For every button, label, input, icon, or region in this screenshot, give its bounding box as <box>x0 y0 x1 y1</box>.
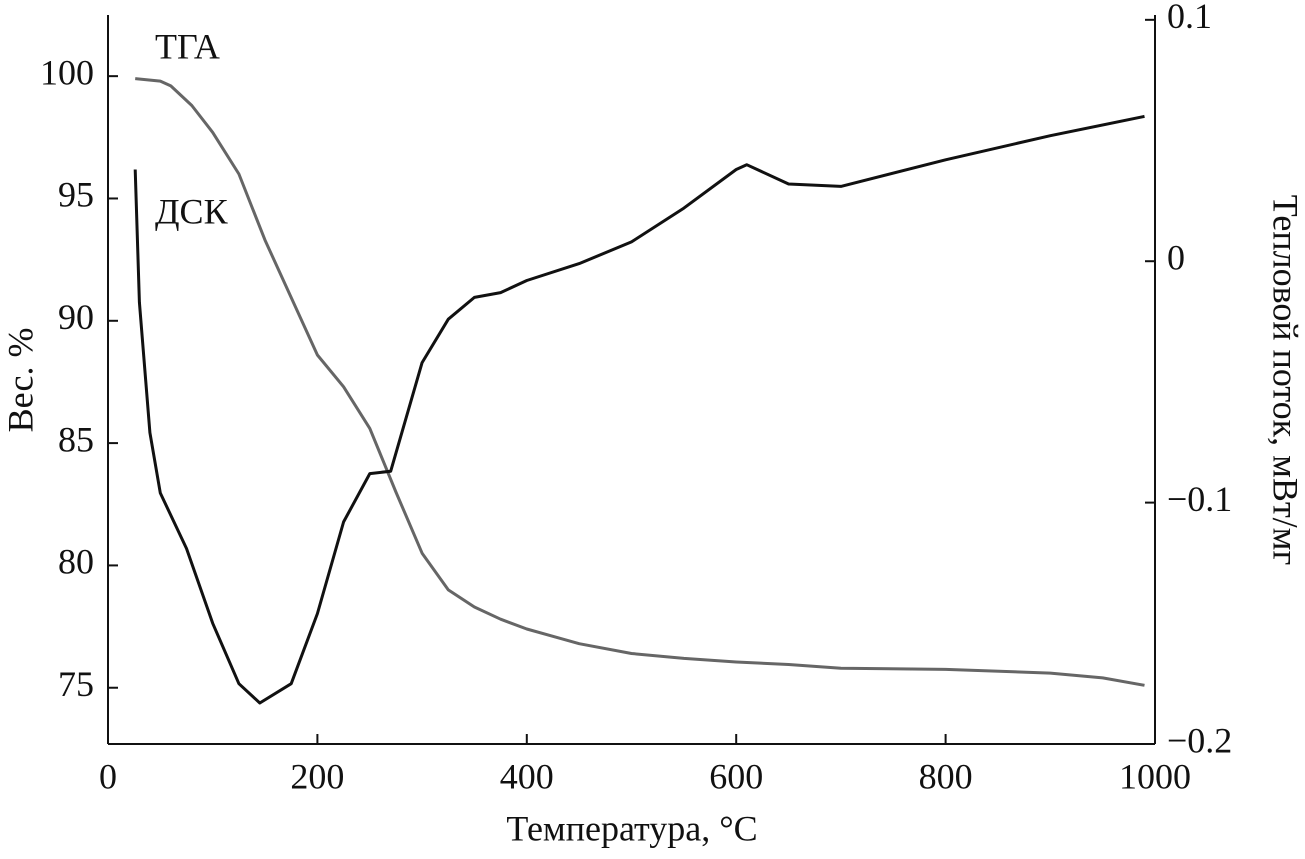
y-tick-label: 95 <box>58 175 94 215</box>
y-tick-label: 75 <box>58 664 94 704</box>
y2-tick-label: −0.1 <box>1167 479 1232 519</box>
y-tick-label: 90 <box>58 297 94 337</box>
x-tick-label: 600 <box>709 756 763 796</box>
data-line <box>133 114 1145 705</box>
x-tick-label: 800 <box>919 756 973 796</box>
x-tick-label: 1000 <box>1119 756 1191 796</box>
series-label: ТГА <box>155 26 220 66</box>
y-tick-label: 85 <box>58 419 94 459</box>
y2-axis-title: Тепловой поток, мВт/мг <box>1266 195 1305 565</box>
y-tick-label: 80 <box>58 542 94 582</box>
x-tick-label: 200 <box>290 756 344 796</box>
x-tick-label: 400 <box>500 756 554 796</box>
series-label: ДСК <box>155 191 229 231</box>
y2-tick-label: −0.2 <box>1167 720 1232 760</box>
y2-tick-label: 0 <box>1167 237 1185 277</box>
y-axis-title: Вес. % <box>0 328 40 433</box>
data-line <box>135 77 1145 687</box>
y2-tick-label: 0.1 <box>1167 0 1212 36</box>
x-axis-title: Температура, °C <box>506 808 757 848</box>
y-tick-label: 100 <box>40 52 94 92</box>
x-tick-label: 0 <box>99 756 117 796</box>
